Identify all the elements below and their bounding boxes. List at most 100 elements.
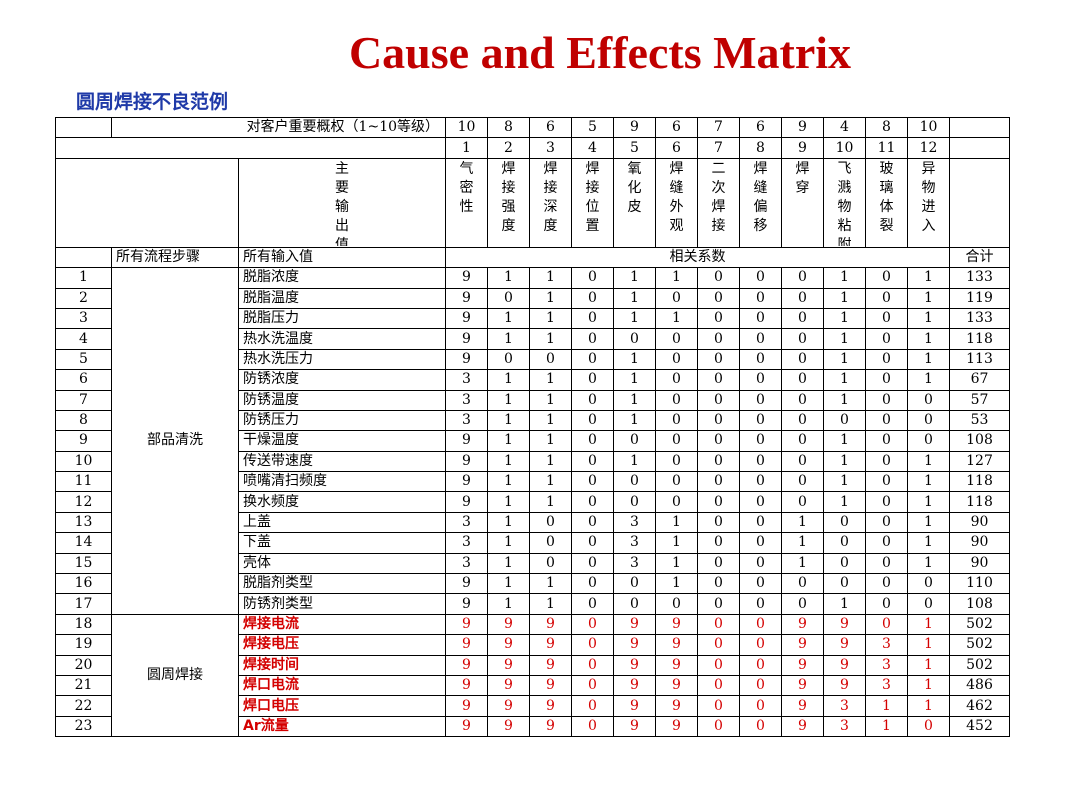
row-total: 110	[949, 573, 1011, 595]
score-cell: 1	[907, 328, 951, 350]
score-cell: 0	[781, 369, 825, 391]
row-number: 9	[55, 430, 112, 452]
score-cell: 0	[571, 634, 615, 656]
score-cell: 1	[655, 552, 699, 575]
score-cell: 0	[655, 369, 699, 391]
score-cell: 0	[571, 695, 615, 717]
score-cell: 0	[739, 389, 783, 411]
score-cell: 1	[487, 573, 531, 595]
row-number: 8	[55, 409, 112, 432]
output-name: 玻璃体裂	[879, 160, 894, 234]
score-cell: 0	[739, 471, 783, 493]
score-cell: 1	[487, 430, 531, 452]
column-header-row: 所有流程步骤 所有输入值 相关系数 合计	[55, 246, 1011, 269]
row-number: 17	[55, 593, 112, 615]
row-number: 16	[55, 573, 112, 595]
input-name: 壳体	[237, 552, 447, 575]
score-cell: 1	[907, 532, 951, 554]
importance-weight: 9	[781, 116, 825, 139]
row-total: 502	[949, 613, 1011, 636]
score-cell: 0	[739, 674, 783, 697]
row-number: 14	[55, 532, 112, 554]
score-cell: 9	[823, 674, 867, 697]
score-cell: 9	[781, 613, 825, 636]
row-total: 53	[949, 409, 1011, 432]
score-cell: 1	[487, 471, 531, 493]
score-cell: 1	[823, 267, 867, 289]
score-cell: 0	[739, 552, 783, 575]
table-row: 23 Ar流量 9 9 9 0 9 9 0 0 9 3 1 0 452	[55, 715, 1011, 738]
score-cell: 1	[529, 369, 573, 391]
score-cell: 1	[613, 450, 657, 473]
score-cell: 0	[571, 532, 615, 554]
input-name: 脱脂浓度	[237, 267, 447, 289]
table-row: 16 脱脂剂类型 9 1 1 0 0 1 0 0 0 0 0 0 110	[55, 573, 1011, 595]
output-name: 焊接位置	[585, 160, 600, 234]
input-name: 防锈浓度	[237, 369, 447, 391]
output-header-cell: 焊接深度	[529, 157, 573, 248]
score-cell: 1	[907, 307, 951, 330]
score-cell: 0	[571, 389, 615, 411]
table-row: 3 脱脂压力 9 1 1 0 1 1 0 0 0 1 0 1 133	[55, 307, 1011, 330]
output-header-cell: 焊缝外观	[655, 157, 699, 248]
input-name: 脱脂温度	[237, 287, 447, 309]
row-number: 7	[55, 389, 112, 411]
score-cell: 9	[529, 654, 573, 676]
row-total: 90	[949, 532, 1011, 554]
blank-cell	[55, 157, 239, 248]
output-header-cell: 焊接位置	[571, 157, 615, 248]
row-number: 20	[55, 654, 112, 676]
row-number: 18	[55, 613, 112, 636]
col-total-header: 合计	[949, 246, 1011, 269]
score-cell: 0	[571, 287, 615, 309]
score-cell: 0	[781, 409, 825, 432]
score-cell: 9	[529, 695, 573, 717]
input-name: 上盖	[237, 511, 447, 534]
score-cell: 1	[907, 634, 951, 656]
row-total: 502	[949, 654, 1011, 676]
row-total: 452	[949, 715, 1011, 738]
input-name: 热水洗压力	[237, 348, 447, 371]
score-cell: 1	[907, 450, 951, 473]
score-cell: 1	[529, 491, 573, 513]
score-cell: 0	[781, 573, 825, 595]
row-number: 6	[55, 369, 112, 391]
table-row: 15 壳体 3 1 0 0 3 1 0 0 1 0 0 1 90	[55, 552, 1011, 575]
score-cell: 9	[823, 634, 867, 656]
score-cell: 0	[697, 552, 741, 575]
score-cell: 1	[907, 695, 951, 717]
score-cell: 1	[907, 552, 951, 575]
score-cell: 0	[571, 328, 615, 350]
input-name: 传送带速度	[237, 450, 447, 473]
score-cell: 9	[529, 634, 573, 656]
row-total: 133	[949, 307, 1011, 330]
row-number: 15	[55, 552, 112, 575]
score-cell: 0	[529, 552, 573, 575]
score-cell: 0	[865, 613, 909, 636]
score-cell: 0	[781, 430, 825, 452]
output-name: 焊缝外观	[669, 160, 684, 234]
output-header-cell: 异物进入	[907, 157, 951, 248]
score-cell: 1	[487, 491, 531, 513]
output-label-cell: 主要输出值	[237, 157, 447, 248]
score-cell: 1	[487, 328, 531, 350]
score-cell: 0	[697, 613, 741, 636]
score-cell: 1	[823, 348, 867, 371]
output-label: 主要输出值	[335, 160, 349, 246]
score-cell: 0	[823, 532, 867, 554]
output-index: 11	[865, 137, 909, 159]
output-name: 焊穿	[795, 160, 810, 196]
score-cell: 1	[613, 369, 657, 391]
row-total: 90	[949, 552, 1011, 575]
score-cell: 9	[445, 593, 489, 615]
score-cell: 1	[907, 674, 951, 697]
col-coef-header: 相关系数	[445, 246, 951, 269]
importance-label: 对客户重要概权（1~10等级）	[110, 116, 447, 139]
row-total: 119	[949, 287, 1011, 309]
score-cell: 0	[697, 287, 741, 309]
score-cell: 0	[739, 450, 783, 473]
score-cell: 0	[823, 409, 867, 432]
score-cell: 0	[865, 369, 909, 391]
score-cell: 1	[781, 552, 825, 575]
score-cell: 0	[697, 471, 741, 493]
